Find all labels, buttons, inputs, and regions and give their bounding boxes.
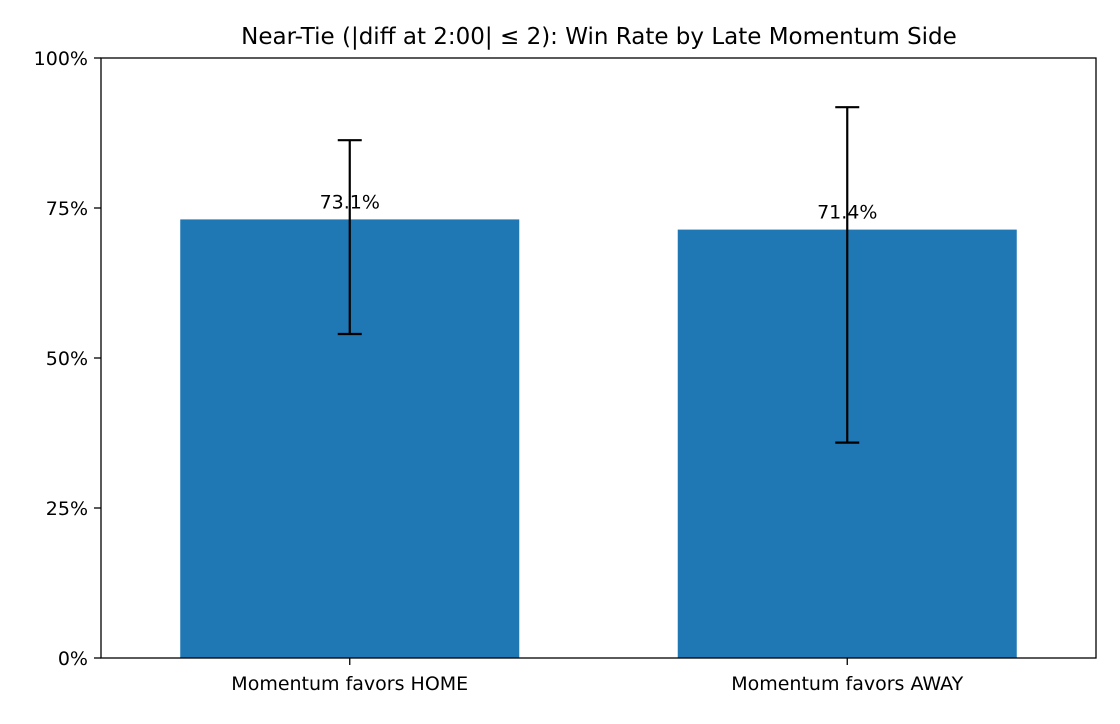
- bar-value-label: 71.4%: [817, 202, 877, 224]
- y-tick-label: 0%: [58, 648, 88, 670]
- y-tick-label: 100%: [34, 48, 88, 70]
- x-tick-label: Momentum favors AWAY: [731, 673, 963, 695]
- bar-value-label: 73.1%: [320, 191, 380, 213]
- y-tick-label: 75%: [46, 198, 88, 220]
- y-tick-label: 25%: [46, 498, 88, 520]
- plot-area: 73.1% Momentum favors HOME 71.4% Momentum f…: [34, 48, 1097, 695]
- y-tick-label: 50%: [46, 348, 88, 370]
- chart-title: Near-Tie (|diff at 2:00| ≤ 2): Win Rate …: [241, 24, 957, 50]
- x-tick-label: Momentum favors HOME: [231, 673, 468, 695]
- axes-frame: [100, 57, 1097, 659]
